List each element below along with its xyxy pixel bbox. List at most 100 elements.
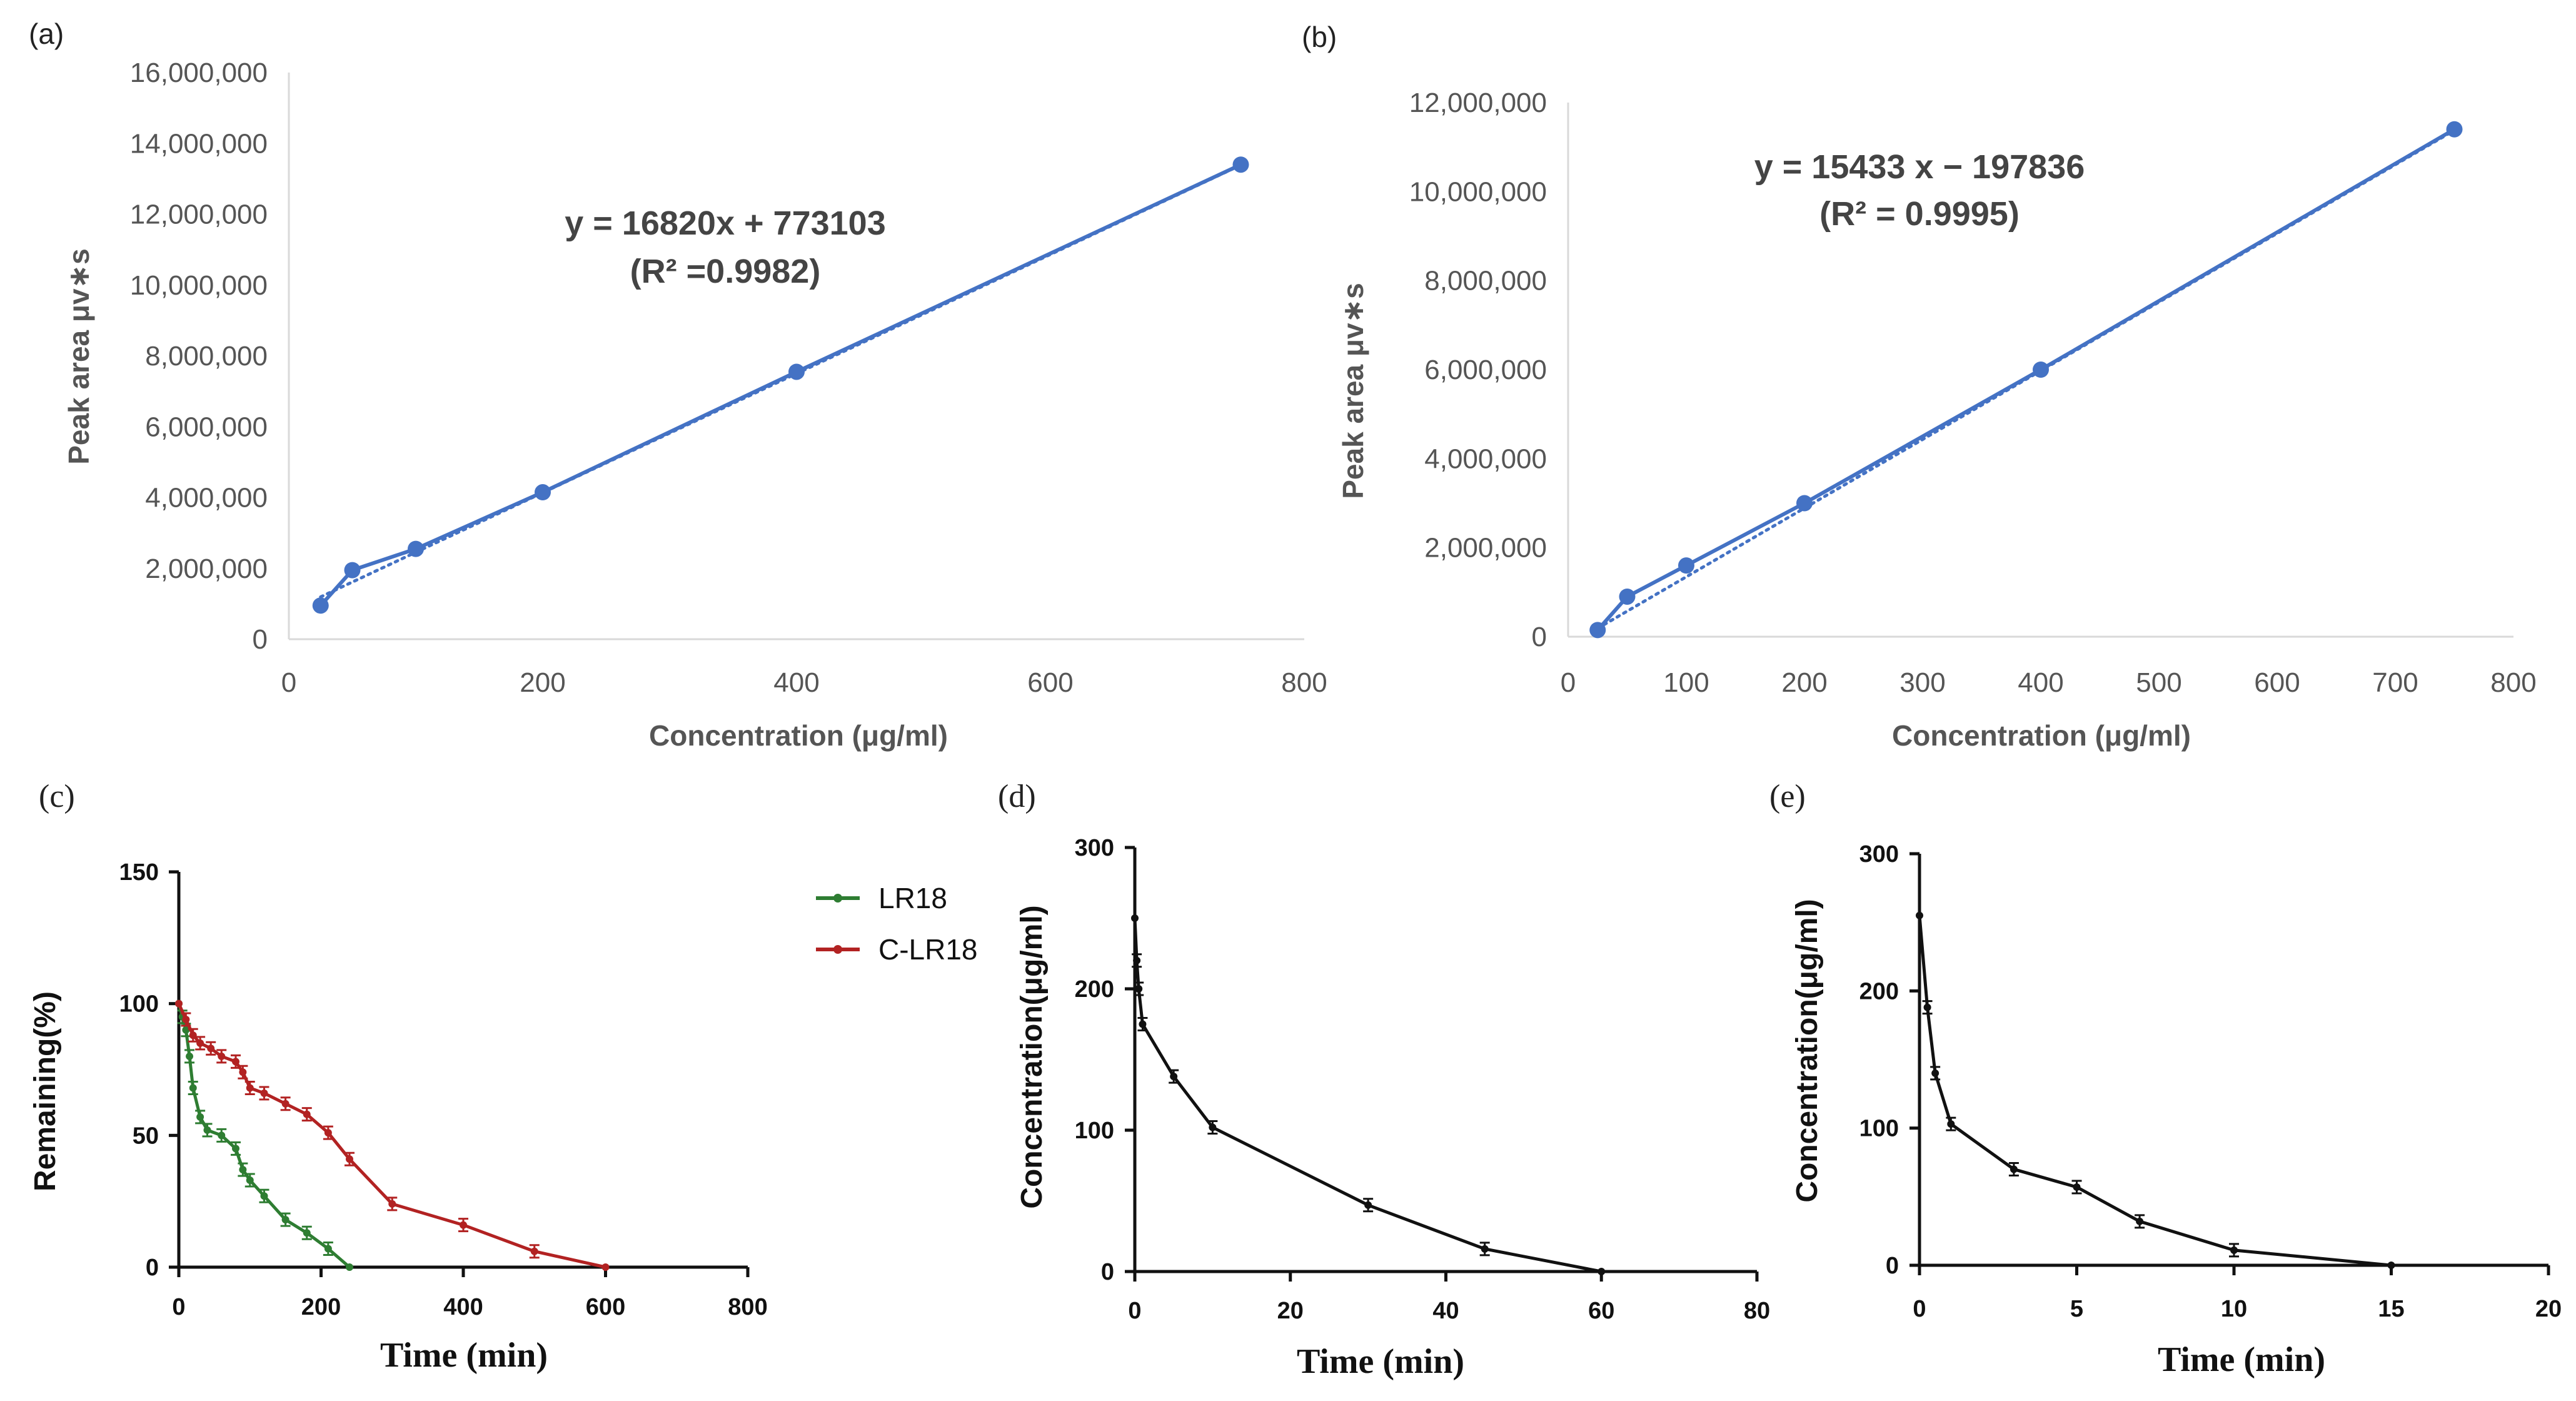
chart-d-xtick-label: 20 (1277, 1298, 1304, 1324)
chart-c-xtick-label: 400 (443, 1294, 483, 1320)
chart-b-xtick-label: 300 (1899, 667, 1945, 698)
chart-b-panel-label: (b) (1302, 21, 1337, 53)
chart-a-ytick-label: 12,000,000 (130, 200, 268, 230)
chart-a-panel-label: (a) (29, 18, 64, 50)
chart-a-ytick-label: 8,000,000 (145, 341, 268, 372)
chart-c-data-point (260, 1089, 268, 1097)
chart-b-xtick-label: 0 (1561, 667, 1576, 698)
chart-d-xtick-label: 80 (1744, 1298, 1770, 1324)
chart-c-xlabel: Time (min) (380, 1336, 548, 1375)
chart-a-r2: (R² =0.9982) (630, 253, 821, 290)
chart-b-xtick-label: 700 (2372, 667, 2418, 698)
chart-e-xtick-label: 5 (2070, 1296, 2083, 1322)
chart-e-data-point (1923, 1003, 1931, 1011)
chart-a-equation: y = 16820x + 773103 (565, 205, 886, 242)
chart-d-data-point (1135, 985, 1143, 993)
chart-e-ytick-label: 0 (1886, 1253, 1899, 1279)
chart-e-data-point (1931, 1069, 1940, 1077)
chart-c-data-point (232, 1145, 239, 1153)
chart-c-data-point (281, 1100, 289, 1108)
chart-a-xtick-label: 0 (281, 667, 296, 698)
chart-c-data-point (232, 1058, 239, 1066)
chart-e-panel-label: (e) (1769, 779, 1806, 814)
chart-c-xtick-label: 0 (172, 1294, 185, 1320)
chart-c-data-point (239, 1068, 247, 1076)
chart-e-data-point (2136, 1217, 2144, 1225)
chart-e-data-point (2387, 1262, 2395, 1269)
chart-c-data-point (196, 1039, 204, 1047)
chart-c-data-point (246, 1084, 254, 1092)
chart-e-data-point (2010, 1165, 2018, 1173)
chart-c-data-point (239, 1166, 247, 1174)
chart-a-ytick-label: 10,000,000 (130, 270, 268, 301)
chart-a-ytick-label: 16,000,000 (130, 58, 268, 88)
chart-e-xtick-label: 15 (2378, 1296, 2404, 1322)
chart-b-data-point (2033, 362, 2049, 378)
chart-b-data-point (1796, 495, 1813, 512)
chart-b-xtick-label: 500 (2136, 667, 2181, 698)
chart-a-ytick-label: 0 (253, 624, 268, 655)
chart-d-plot: 0 100 200 300 0 20 40 60 80 (1075, 835, 1771, 1324)
chart-c-data-point (196, 1113, 204, 1121)
chart-c-data-point (182, 1015, 190, 1023)
chart-c-data-point (207, 1044, 215, 1053)
chart-d-data-point (1597, 1268, 1606, 1275)
chart-c-ytick-label: 150 (119, 859, 159, 886)
chart-c-data-point (346, 1263, 353, 1271)
chart-a-ytick-label: 14,000,000 (130, 128, 268, 159)
chart-c-series-line-1 (177, 1003, 606, 1269)
chart-b-ylabel: Peak area μv∗s (1337, 283, 1369, 499)
chart-b-ytick-label: 12,000,000 (1409, 88, 1547, 118)
chart-a: (a) Peak area μv∗s Concentration (μg/ml)… (29, 18, 948, 752)
chart-b-xlabel: Concentration (μg/ml) (1892, 719, 2191, 752)
chart-c-data-point (203, 1126, 211, 1134)
chart-c-data-point (218, 1131, 226, 1140)
chart-e-ytick-label: 200 (1859, 978, 1899, 1004)
chart-c-data-point (281, 1216, 289, 1224)
chart-b-ytick-label: 4,000,000 (1424, 443, 1547, 474)
chart-c-xtick-label: 800 (728, 1294, 767, 1320)
chart-a-ytick-label: 6,000,000 (145, 412, 268, 442)
chart-c-xtick-label: 200 (301, 1294, 341, 1320)
chart-e-data-point (1916, 911, 1923, 919)
chart-d-xtick-label: 40 (1432, 1298, 1459, 1324)
chart-d-data-point (1133, 956, 1141, 964)
chart-d-xlabel: Time (min) (1297, 1342, 1464, 1381)
chart-c-ytick-label: 0 (146, 1255, 159, 1281)
chart-e-data-point (2073, 1183, 2081, 1191)
chart-e-ytick-label: 300 (1859, 841, 1899, 867)
chart-c-data-point (182, 1026, 190, 1034)
chart-d: (d) Concentration(μg/ml) Time (min) (998, 779, 1464, 1381)
chart-b-ytick-label: 10,000,000 (1409, 176, 1547, 207)
chart-b-data-point (2446, 121, 2463, 138)
chart-c-data-point (388, 1200, 396, 1208)
chart-d-xtick-label: 0 (1128, 1298, 1141, 1324)
chart-c-data-point (601, 1263, 610, 1271)
chart-c-data-point (186, 1052, 194, 1060)
chart-c-data-point (246, 1176, 254, 1184)
chart-e-xtick-label: 0 (1913, 1296, 1926, 1322)
chart-d-data-point (1481, 1245, 1489, 1253)
chart-e-xtick-label: 20 (2535, 1296, 2562, 1322)
chart-d-ytick-label: 200 (1075, 976, 1114, 1003)
chart-a-xtick-label: 400 (773, 667, 819, 698)
chart-d-ytick-label: 100 (1075, 1118, 1114, 1144)
chart-b-ytick-label: 2,000,000 (1424, 533, 1547, 564)
chart-c-data-point (175, 999, 183, 1008)
chart-b-xtick-label: 200 (1781, 667, 1827, 698)
chart-a-data-point (535, 484, 551, 501)
chart-c-data-point (530, 1247, 538, 1255)
chart-c-data-point (189, 1031, 197, 1039)
chart-a-data-point (312, 597, 329, 614)
chart-c-xtick-label: 600 (586, 1294, 625, 1320)
chart-b-ytick-label: 0 (1532, 622, 1547, 652)
chart-c-panel-label: (c) (39, 779, 75, 814)
chart-d-data-point (1209, 1123, 1217, 1131)
chart-a-plot: 0 2,000,000 4,000,000 6,000,000 8,000,000 10,… (130, 58, 1327, 698)
chart-e-xlabel: Time (min) (2158, 1340, 2325, 1379)
chart-e-data-point (2230, 1246, 2238, 1254)
legend-label-lr18: LR18 (878, 882, 947, 914)
chart-d-xtick-label: 60 (1588, 1298, 1614, 1324)
chart-c-plot: 0 50 100 150 0 200 400 600 800 (119, 859, 768, 1320)
chart-d-series-line-0 (1133, 918, 1602, 1273)
